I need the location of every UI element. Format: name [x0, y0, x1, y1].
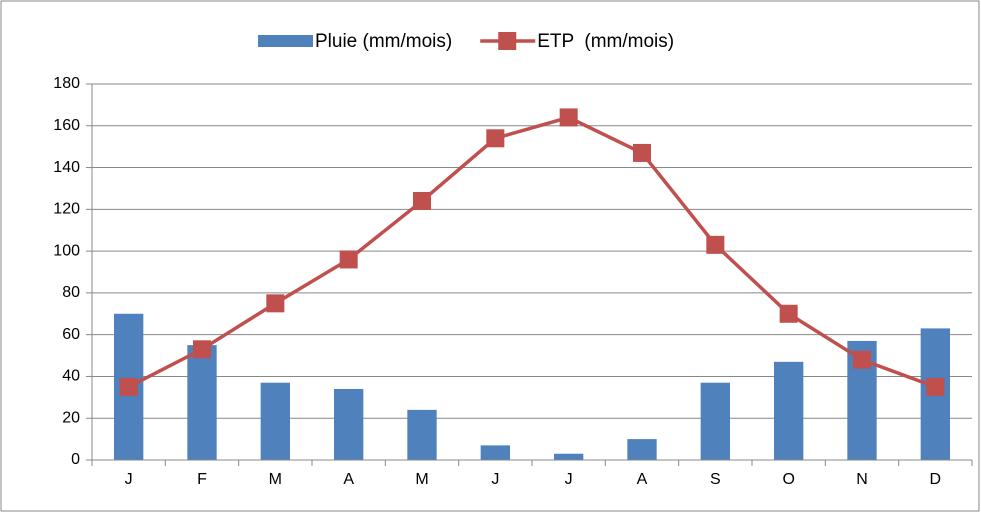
bar	[187, 345, 217, 460]
y-tick-label: 100	[53, 242, 80, 259]
x-tick-label: S	[710, 471, 721, 488]
y-tick-label: 180	[53, 75, 80, 92]
bar	[334, 388, 364, 460]
y-tick-label: 140	[53, 159, 80, 176]
legend-label: ETP (mm/mois)	[537, 31, 674, 52]
line-marker	[926, 377, 945, 396]
x-tick-label: J	[491, 471, 499, 488]
line-marker	[339, 250, 358, 269]
bar	[260, 382, 290, 460]
x-tick-label: A	[343, 471, 354, 488]
bar	[627, 439, 657, 460]
line-marker	[706, 235, 725, 254]
line-marker	[486, 129, 505, 148]
legend-swatch	[258, 35, 313, 47]
y-tick-label: 40	[62, 368, 80, 385]
line-marker	[193, 340, 211, 359]
x-tick-label: O	[782, 471, 794, 488]
y-tick-label: 20	[62, 409, 80, 426]
x-tick-label: F	[197, 471, 207, 488]
legend-swatch	[498, 32, 517, 50]
legend-label: Pluie (mm/mois)	[315, 31, 452, 52]
bar	[480, 445, 510, 460]
y-tick-label: 160	[53, 117, 80, 134]
bar	[407, 409, 437, 460]
line-marker	[413, 191, 431, 210]
y-tick-label: 120	[53, 201, 80, 218]
x-tick-label: A	[637, 471, 648, 488]
line-marker	[779, 304, 798, 323]
x-tick-label: D	[930, 471, 942, 488]
y-tick-label: 80	[62, 284, 80, 301]
x-tick-label: N	[856, 471, 868, 488]
bar	[774, 361, 804, 460]
line-marker	[119, 377, 138, 396]
bar	[554, 453, 584, 460]
line-marker	[266, 294, 285, 313]
line-marker	[853, 350, 871, 369]
x-tick-label: J	[125, 471, 133, 488]
line-marker	[633, 143, 651, 162]
line-marker	[559, 108, 578, 127]
x-tick-label: J	[565, 471, 573, 488]
line	[127, 115, 936, 389]
bar	[700, 382, 730, 460]
x-tick-label: M	[415, 471, 428, 488]
y-tick-label: 60	[62, 326, 80, 343]
y-tick-label: 0	[71, 451, 80, 468]
x-tick-label: M	[269, 471, 282, 488]
